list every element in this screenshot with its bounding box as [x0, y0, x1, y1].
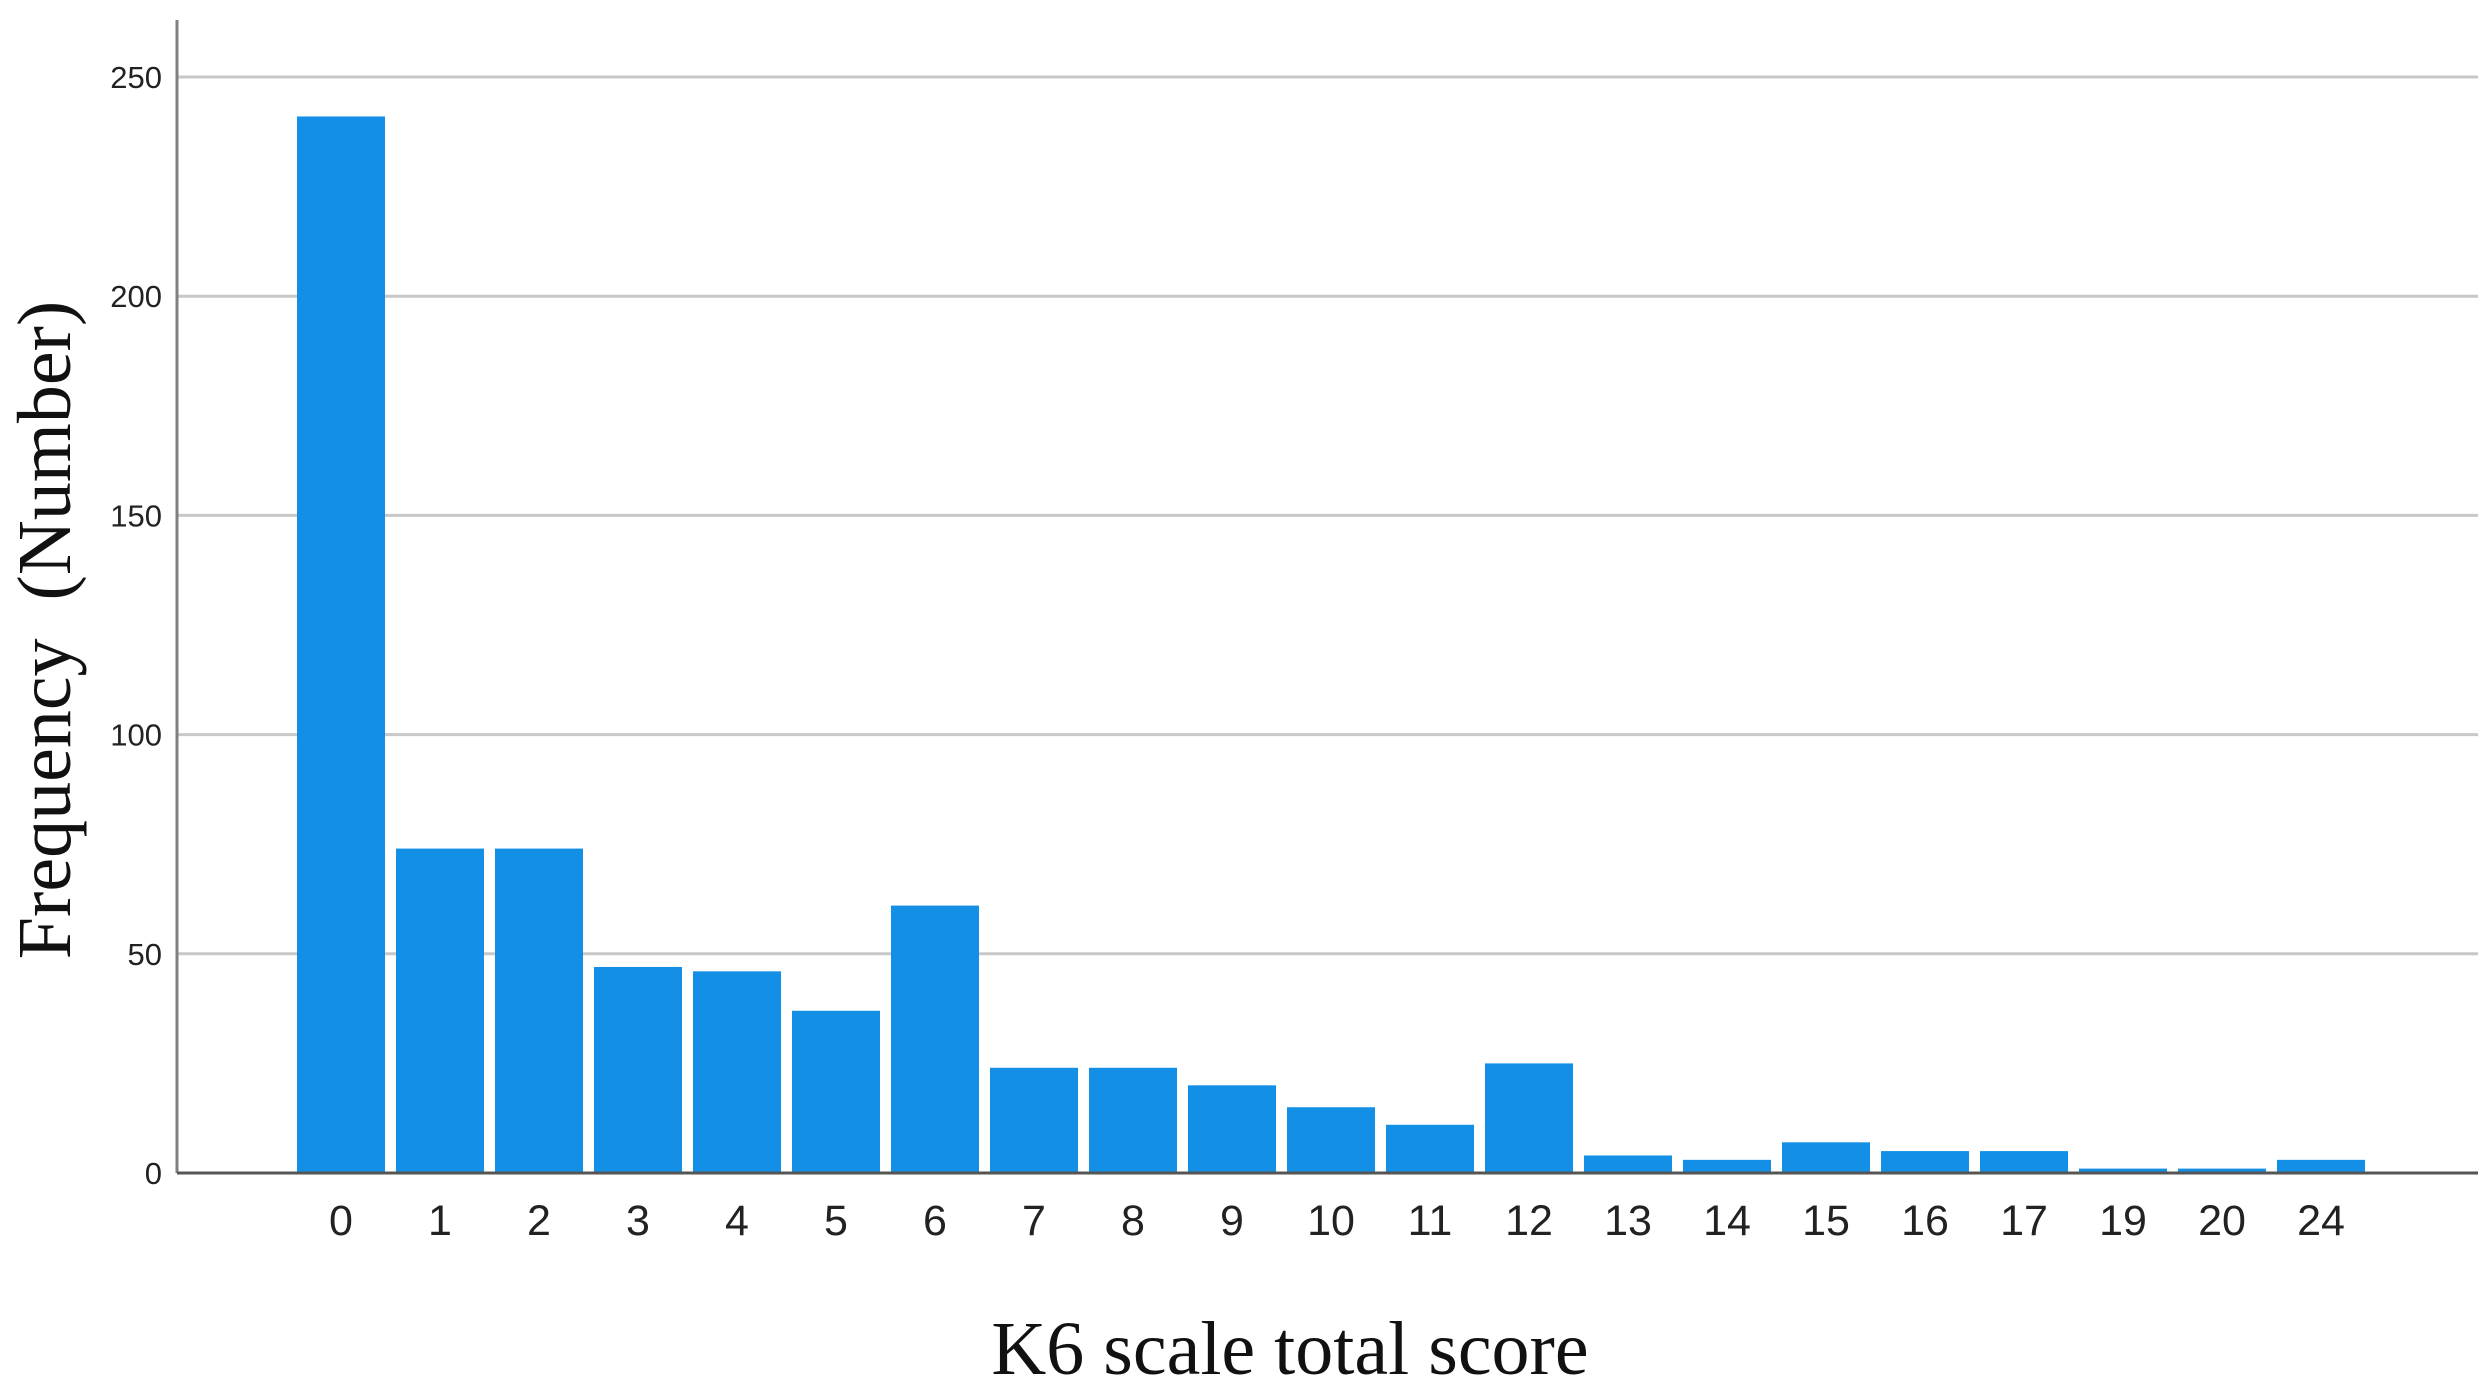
y-tick-label-200: 200: [110, 279, 162, 314]
x-tick-label-0: 0: [329, 1197, 353, 1245]
bar-3: [594, 966, 682, 1173]
bar-13: [1584, 1155, 1672, 1173]
bar-8: [1089, 1067, 1177, 1173]
x-tick-label-3: 3: [626, 1197, 650, 1245]
bar-15: [1782, 1142, 1870, 1173]
x-tick-label-5: 5: [824, 1197, 848, 1245]
bar-5: [792, 1010, 880, 1173]
y-tick-label-250: 250: [110, 60, 162, 95]
x-tick-label-10: 10: [1307, 1197, 1355, 1245]
bar-20: [2178, 1168, 2266, 1173]
bar-14: [1683, 1159, 1771, 1173]
x-tick-labels: 0 1 2 3 4 5 6 7 8 9 10 11 12 13 14 15 16 17 19 20 24: [329, 1197, 2345, 1245]
x-tick-label-24: 24: [2297, 1197, 2345, 1245]
x-tick-label-19: 19: [2099, 1197, 2147, 1245]
bar-19: [2079, 1168, 2167, 1173]
bar-11: [1386, 1124, 1474, 1173]
x-tick-label-9: 9: [1220, 1197, 1244, 1245]
bar-4: [693, 971, 781, 1173]
x-tick-label-14: 14: [1703, 1197, 1751, 1245]
bar-9: [1188, 1085, 1276, 1173]
bar-17: [1980, 1151, 2068, 1173]
bar-10: [1287, 1107, 1375, 1173]
bar-6: [891, 905, 979, 1173]
x-tick-label-20: 20: [2198, 1197, 2246, 1245]
x-tick-label-13: 13: [1604, 1197, 1652, 1245]
bar-2: [495, 848, 583, 1173]
y-tick-label-50: 50: [128, 937, 162, 972]
y-tick-label-100: 100: [110, 718, 162, 753]
y-tick-label-0: 0: [145, 1156, 162, 1191]
x-tick-label-12: 12: [1505, 1197, 1553, 1245]
x-tick-label-1: 1: [428, 1197, 452, 1245]
bar-1: [396, 848, 484, 1173]
x-tick-label-8: 8: [1121, 1197, 1145, 1245]
y-axis-title: Frequency (Number): [3, 301, 87, 959]
x-tick-label-15: 15: [1802, 1197, 1850, 1245]
x-tick-label-7: 7: [1022, 1197, 1046, 1245]
bar-16: [1881, 1151, 1969, 1173]
x-tick-label-11: 11: [1408, 1197, 1453, 1245]
bar-24: [2277, 1159, 2365, 1173]
y-tick-label-150: 150: [110, 498, 162, 533]
x-axis-title: K6 scale total score: [991, 1307, 1588, 1391]
x-tick-label-2: 2: [527, 1197, 551, 1245]
y-tick-labels: 0 50 100 150 200 250: [110, 60, 162, 1191]
bars: [297, 116, 2365, 1173]
x-tick-label-4: 4: [725, 1197, 749, 1245]
bar-0: [297, 116, 385, 1173]
x-tick-label-17: 17: [2000, 1197, 2048, 1245]
bar-7: [990, 1067, 1078, 1173]
bar-12: [1485, 1063, 1573, 1173]
x-tick-label-16: 16: [1901, 1197, 1949, 1245]
x-tick-label-6: 6: [923, 1197, 947, 1245]
axes: [175, 20, 2478, 1175]
gridlines: [177, 75, 2478, 956]
